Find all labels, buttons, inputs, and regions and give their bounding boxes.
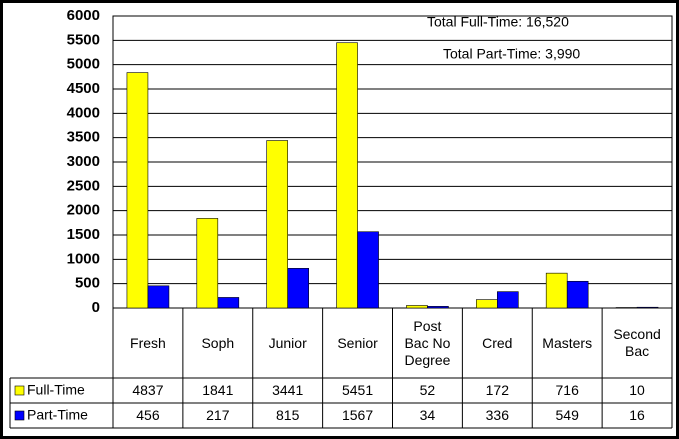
- legend-swatch: [14, 385, 25, 396]
- y-tick-label: 2000: [67, 202, 100, 219]
- x-tick-label: Senior: [337, 334, 378, 351]
- y-tick-label: 6000: [67, 7, 100, 24]
- x-tick-label: Second Bac: [613, 326, 661, 359]
- table-value: 3441: [272, 382, 304, 398]
- legend-label: Part-Time: [27, 407, 88, 423]
- legend-label: Full-Time: [27, 382, 85, 398]
- bar: [357, 231, 379, 309]
- y-tick-label: 5000: [67, 56, 100, 73]
- legend-swatch: [14, 410, 25, 421]
- table-value: 549: [555, 407, 579, 423]
- y-tick-label: 3500: [67, 129, 100, 146]
- y-tick-label: 1000: [67, 250, 100, 267]
- y-tick-label: 2500: [67, 177, 100, 194]
- table-value: 10: [629, 382, 645, 398]
- table-value: 1841: [202, 382, 234, 398]
- annotation: Total Full-Time: 16,520: [427, 14, 569, 30]
- y-tick-label: 4500: [67, 80, 100, 97]
- y-tick-label: 5500: [67, 31, 100, 48]
- table-value: 217: [206, 407, 230, 423]
- y-tick-label: 3000: [67, 153, 100, 170]
- table-value: 4837: [132, 382, 164, 398]
- table-value: 716: [555, 382, 579, 398]
- table-value: 34: [419, 407, 436, 423]
- bar: [427, 306, 449, 309]
- x-tick-label: Cred: [482, 334, 513, 351]
- bar: [497, 291, 519, 309]
- table-value: 52: [419, 382, 436, 398]
- x-tick-label: Fresh: [130, 334, 166, 351]
- y-tick-label: 0: [92, 299, 100, 316]
- y-tick-label: 1500: [67, 226, 100, 243]
- bar: [476, 299, 498, 309]
- table-value: 172: [485, 382, 509, 398]
- table-value: 16: [629, 407, 645, 423]
- bar: [287, 268, 309, 309]
- x-tick-label: Soph: [201, 334, 235, 351]
- bar: [336, 42, 358, 309]
- bar: [545, 272, 568, 309]
- x-tick-label: Post Bac No Degree: [404, 317, 451, 368]
- x-tick-label: Masters: [542, 334, 593, 351]
- table-value: 336: [485, 407, 509, 423]
- table-value: 1567: [341, 407, 374, 423]
- bar: [126, 72, 149, 309]
- bar: [196, 218, 219, 309]
- y-tick-label: 500: [75, 275, 100, 292]
- bar: [147, 285, 170, 309]
- bar: [266, 140, 288, 309]
- bar: [566, 280, 589, 309]
- table-value: 815: [276, 407, 300, 423]
- bar: [217, 297, 240, 309]
- y-tick-label: 4000: [67, 104, 100, 121]
- annotation: Total Part-Time: 3,990: [443, 46, 580, 62]
- table-value: 456: [136, 407, 160, 423]
- x-tick-label: Junior: [268, 334, 307, 351]
- table-value: 5451: [341, 382, 374, 398]
- bar: [636, 306, 659, 309]
